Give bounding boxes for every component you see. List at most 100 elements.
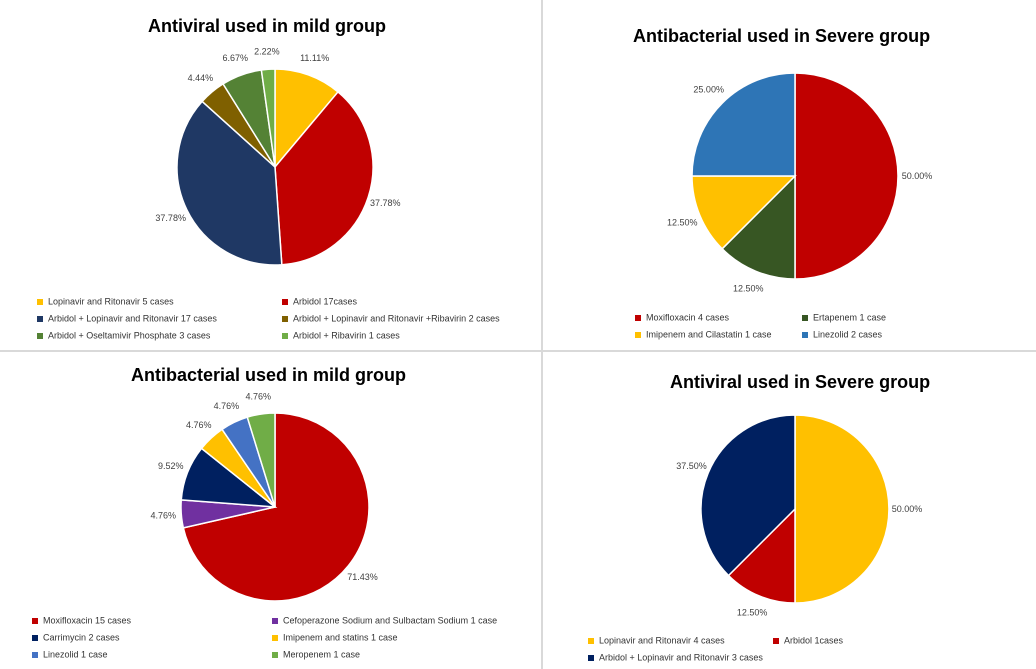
data-label: 37.78%	[370, 198, 401, 208]
pie-slice	[721, 174, 796, 280]
legend-swatch	[272, 634, 278, 641]
data-label: 12.50%	[737, 608, 768, 618]
legend-swatch	[32, 617, 38, 624]
legend-item: Meropenem 1 case	[272, 649, 360, 660]
legend-swatch	[802, 331, 808, 338]
pie-chart-svg: 11.11% 37.78% 37.78% 4.44% 6.67% 2.22%	[155, 46, 401, 266]
legend-item: Arbidol + Lopinavir and Ritonavir 3 case…	[588, 652, 763, 663]
chart-title: Antibacterial used in Severe group	[633, 26, 931, 46]
data-label: 25.00%	[693, 85, 724, 95]
data-label: 4.76%	[186, 420, 212, 430]
legend-swatch	[272, 617, 278, 624]
pie-slice	[274, 90, 374, 266]
legend-label: Linezolid 2 cases	[813, 329, 883, 340]
data-label: 12.50%	[733, 284, 764, 294]
chart-panel-antiviral-severe: Antiviral used in Severe group 50.00% 12.…	[544, 353, 1036, 669]
pie-slice	[700, 414, 796, 577]
chart-panel-antiviral-mild: Antiviral used in mild group 11.11% 37.78…	[0, 0, 540, 349]
legend-label: Arbidol + Lopinavir and Ritonavir 3 case…	[599, 652, 763, 663]
legend-swatch	[32, 634, 38, 641]
data-label: 4.76%	[151, 510, 177, 520]
legend-label: Cefoperazone Sodium and Sulbactam Sodium…	[283, 615, 498, 626]
legend-item: Linezolid 2 cases	[802, 329, 882, 340]
pie-slice	[246, 412, 276, 508]
legend-item: Lopinavir and Ritonavir 4 cases	[588, 635, 725, 646]
legend-label: Moxifloxacin 15 cases	[43, 615, 132, 626]
legend-item: Arbidol + Lopinavir and Ritonavir 17 cas…	[37, 313, 217, 324]
legend-label: Arbidol 17cases	[293, 296, 358, 307]
legend-swatch	[32, 651, 38, 658]
legend-item: Arbidol + Lopinavir and Ritonavir +Ribav…	[282, 313, 500, 324]
horizontal-divider	[0, 350, 1036, 352]
data-label: 37.78%	[155, 213, 186, 223]
legend-swatch	[272, 651, 278, 658]
legend-label: Arbidol + Lopinavir and Ritonavir +Ribav…	[293, 313, 500, 324]
pie-slice	[691, 175, 797, 250]
legend-label: Lopinavir and Ritonavir 5 cases	[48, 296, 174, 307]
pie-slice	[176, 100, 283, 266]
data-label: 6.67%	[223, 53, 249, 63]
pie-slice	[727, 507, 796, 604]
legend-label: Carrimycin 2 cases	[43, 632, 120, 643]
legend-label: Lopinavir and Ritonavir 4 cases	[599, 635, 725, 646]
legend-item: Arbidol 1cases	[773, 635, 843, 646]
legend-item: Arbidol 17cases	[282, 296, 357, 307]
pie-slice	[274, 68, 340, 170]
legend-swatch	[588, 654, 594, 661]
pie-chart-svg: 71.43%4.76%9.52%4.76%4.76%4.76%	[151, 391, 378, 602]
legend-item: Arbidol + Oseltamivir Phosphate 3 cases	[37, 330, 210, 341]
data-label: 50.00%	[902, 171, 933, 181]
legend-label: Arbidol 1cases	[784, 635, 844, 646]
legend-label: Moxifloxacin 4 cases	[646, 312, 730, 323]
legend-item: Carrimycin 2 cases	[32, 632, 120, 643]
data-label: 4.44%	[188, 73, 214, 83]
legend-label: Arbidol + Ribavirin 1 cases	[293, 330, 400, 341]
legend-item: Arbidol + Ribavirin 1 cases	[282, 330, 400, 341]
data-label: 71.43%	[347, 572, 378, 582]
pie-chart-svg: 50.00% 12.50% 37.50%	[676, 414, 923, 618]
pie-slice	[691, 72, 796, 177]
pie-slice	[794, 414, 890, 604]
chart-panel-antibacterial-mild: Antibacterial used in mild group 71.43% 4…	[0, 353, 540, 669]
chart-title: Antibacterial used in mild group	[131, 365, 407, 385]
legend-swatch	[802, 314, 808, 321]
legend-item: Linezolid 1 case	[32, 649, 108, 660]
pie-slice	[260, 68, 276, 168]
data-label: 4.76%	[246, 391, 272, 401]
legend-label: Arbidol + Lopinavir and Ritonavir 17 cas…	[48, 313, 217, 324]
chart-title: Antiviral used in mild group	[148, 16, 387, 36]
legend-swatch	[37, 332, 43, 339]
pie-chart-svg: 50.00% 12.50% 12.50% 25.00%	[667, 72, 933, 294]
legend-swatch	[37, 315, 43, 322]
legend-label: Ertapenem 1 case	[813, 312, 887, 323]
legend-item: Cefoperazone Sodium and Sulbactam Sodium…	[272, 615, 497, 626]
legend-swatch	[282, 298, 288, 305]
legend-item: Moxifloxacin 4 cases	[635, 312, 729, 323]
legend-label: Meropenem 1 case	[283, 649, 361, 660]
legend-item: Imipenem and statins 1 case	[272, 632, 398, 643]
chart-panel-antibacterial-severe: Antibacterial used in Severe group 50.00…	[544, 0, 1036, 349]
legend-label: Imipenem and Cilastatin 1 case	[646, 329, 772, 340]
legend-swatch	[588, 637, 594, 644]
legend-label: Arbidol + Oseltamivir Phosphate 3 cases	[48, 330, 211, 341]
legend-swatch	[773, 637, 779, 644]
data-label: 9.52%	[158, 461, 184, 471]
data-label: 37.50%	[676, 461, 707, 471]
chart-title: Antiviral used in Severe group	[670, 372, 931, 392]
data-label: 2.22%	[254, 46, 280, 56]
data-label: 11.11%	[300, 53, 329, 63]
vertical-divider	[541, 0, 543, 669]
legend-swatch	[37, 298, 43, 305]
legend-label: Imipenem and statins 1 case	[283, 632, 398, 643]
data-label: 50.00%	[892, 504, 923, 514]
data-label: 12.50%	[667, 218, 698, 228]
legend-swatch	[635, 314, 641, 321]
pie-slice	[794, 72, 899, 280]
legend-swatch	[282, 315, 288, 322]
legend-item: Imipenem and Cilastatin 1 case	[635, 329, 772, 340]
legend-swatch	[282, 332, 288, 339]
legend-item: Lopinavir and Ritonavir 5 cases	[37, 296, 174, 307]
legend-swatch	[635, 331, 641, 338]
legend-item: Moxifloxacin 15 cases	[32, 615, 131, 626]
legend-item: Ertapenem 1 case	[802, 312, 886, 323]
